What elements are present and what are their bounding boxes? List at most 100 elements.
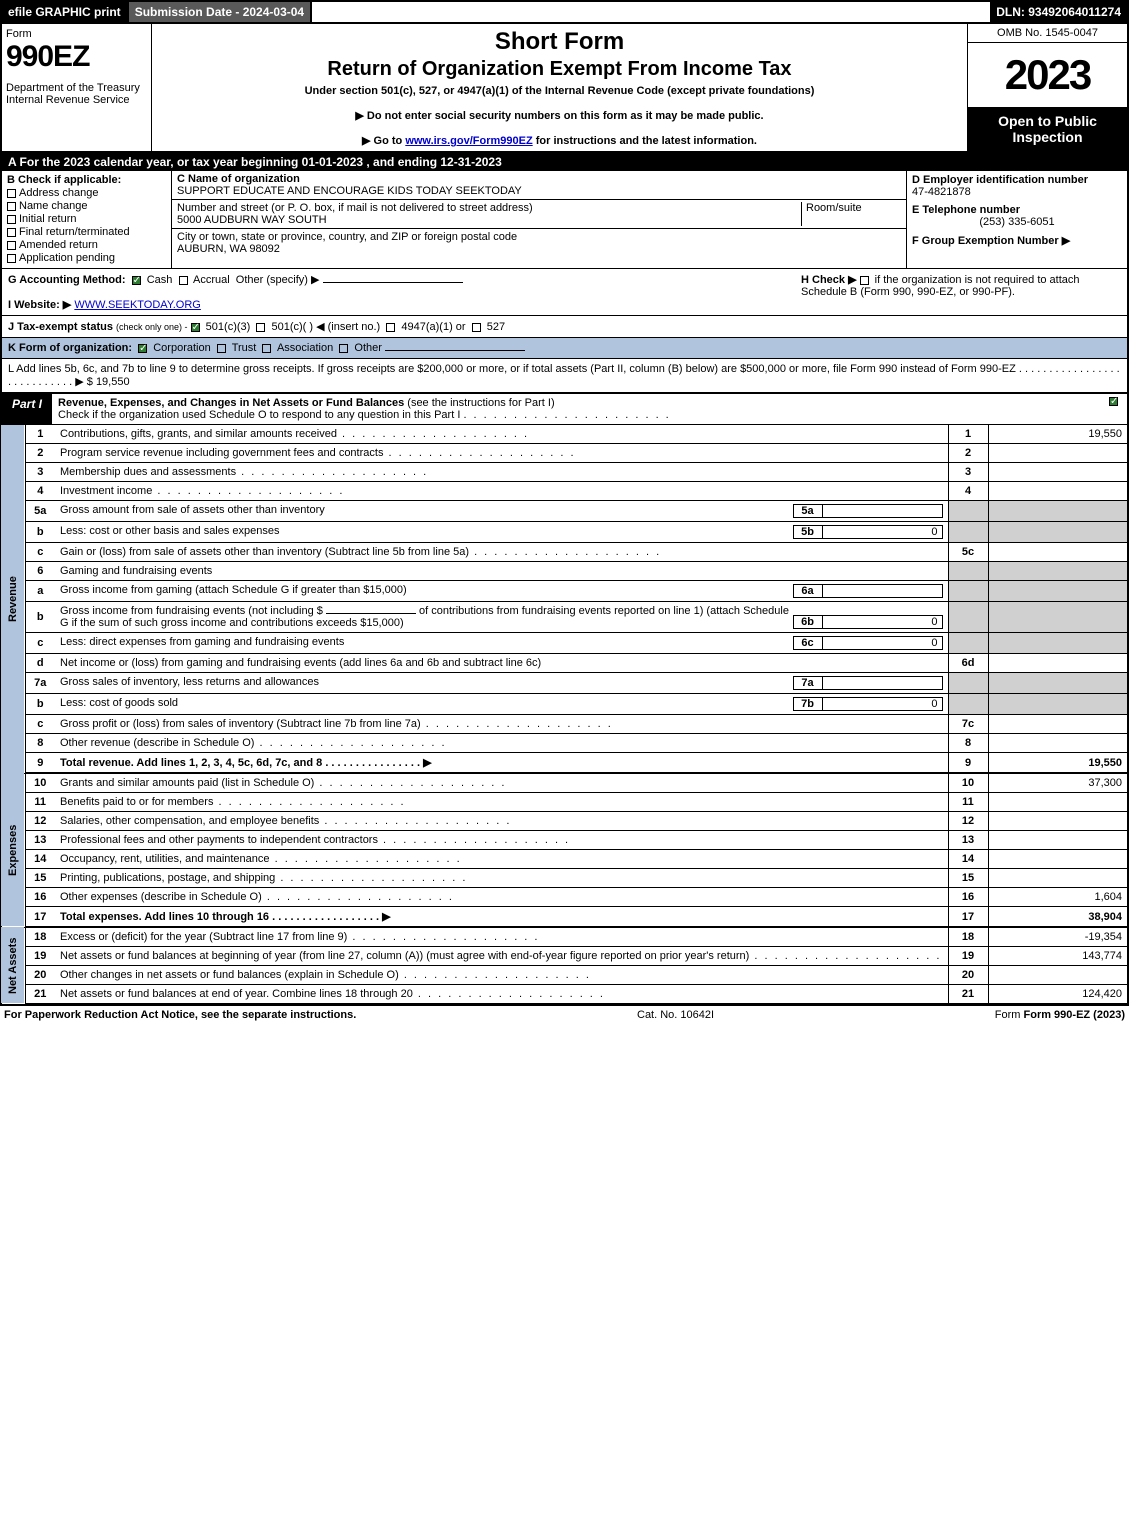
section-a: A For the 2023 calendar year, or tax yea…: [0, 153, 1129, 171]
notice-post: for instructions and the latest informat…: [536, 135, 757, 147]
ein-value: 47-4821878: [912, 186, 1122, 198]
checkbox-icon: [7, 241, 16, 250]
irs-link[interactable]: www.irs.gov/Form990EZ: [405, 135, 532, 147]
table-row: 5a Gross amount from sale of assets othe…: [1, 501, 1128, 522]
part1-header: Part I Revenue, Expenses, and Changes in…: [0, 394, 1129, 425]
section-h: H Check ▶ if the organization is not req…: [801, 273, 1121, 311]
table-row: c Less: direct expenses from gaming and …: [1, 633, 1128, 654]
notice-ssn: ▶ Do not enter social security numbers o…: [158, 109, 961, 122]
row-j: J Tax-exempt status (check only one) - 5…: [0, 316, 1129, 338]
efile-label: efile GRAPHIC print: [2, 2, 127, 22]
cb-final-return[interactable]: Final return/terminated: [7, 226, 166, 238]
cb-cash[interactable]: [132, 276, 141, 285]
city-label: City or town, state or province, country…: [177, 231, 901, 243]
table-row: 4 Investment income 4: [1, 482, 1128, 501]
table-row: Revenue 1 Contributions, gifts, grants, …: [1, 425, 1128, 444]
omb-number: OMB No. 1545-0047: [968, 24, 1127, 43]
table-row: 21 Net assets or fund balances at end of…: [1, 985, 1128, 1005]
street-value: 5000 AUDBURN WAY SOUTH: [177, 214, 327, 226]
table-row: 19 Net assets or fund balances at beginn…: [1, 947, 1128, 966]
amt-19: 143,774: [988, 947, 1128, 966]
other-input[interactable]: [323, 282, 463, 283]
l-amount: 19,550: [96, 376, 130, 388]
header-center: Short Form Return of Organization Exempt…: [152, 24, 967, 151]
table-row: 2 Program service revenue including gove…: [1, 444, 1128, 463]
header-left: Form 990EZ Department of the Treasury In…: [2, 24, 152, 151]
cb-501c3[interactable]: [191, 323, 200, 332]
title-short-form: Short Form: [158, 28, 961, 56]
cb-initial-return[interactable]: Initial return: [7, 213, 166, 225]
table-row: 3 Membership dues and assessments 3: [1, 463, 1128, 482]
top-bar: efile GRAPHIC print Submission Date - 20…: [0, 0, 1129, 24]
table-row: 13 Professional fees and other payments …: [1, 831, 1128, 850]
phone-value: (253) 335-6051: [912, 216, 1122, 228]
header-right: OMB No. 1545-0047 2023 Open to Public In…: [967, 24, 1127, 151]
cb-amended-return[interactable]: Amended return: [7, 239, 166, 251]
row-l: L Add lines 5b, 6c, and 7b to line 9 to …: [0, 359, 1129, 394]
cb-4947[interactable]: [386, 323, 395, 332]
table-row: b Less: cost of goods sold 7b 0: [1, 694, 1128, 715]
table-row: b Less: cost or other basis and sales ex…: [1, 522, 1128, 543]
amt-18: -19,354: [988, 927, 1128, 947]
checkbox-icon: [1109, 397, 1118, 406]
i-label: I Website: ▶: [8, 299, 71, 311]
side-expenses: Expenses: [1, 773, 25, 927]
footer-left: For Paperwork Reduction Act Notice, see …: [4, 1009, 356, 1021]
cb-other[interactable]: [339, 344, 348, 353]
table-row: 17 Total expenses. Add lines 10 through …: [1, 907, 1128, 928]
other-org-input[interactable]: [385, 350, 525, 351]
l-text: L Add lines 5b, 6c, and 7b to line 9 to …: [8, 363, 1120, 388]
checkbox-icon: [7, 254, 16, 263]
footer-right: Form Form 990-EZ (2023): [995, 1009, 1125, 1021]
table-row: b Gross income from fundraising events (…: [1, 602, 1128, 633]
city-row: City or town, state or province, country…: [172, 229, 906, 257]
info-block: B Check if applicable: Address change Na…: [0, 171, 1129, 269]
part1-checkbox[interactable]: [1103, 394, 1127, 424]
table-row: Expenses 10 Grants and similar amounts p…: [1, 773, 1128, 793]
table-row: 7a Gross sales of inventory, less return…: [1, 673, 1128, 694]
amt-21: 124,420: [988, 985, 1128, 1005]
checkbox-icon: [7, 228, 16, 237]
website-link[interactable]: WWW.SEEKTODAY.ORG: [74, 299, 201, 311]
cb-assoc[interactable]: [262, 344, 271, 353]
form-label: Form: [6, 28, 147, 40]
page-footer: For Paperwork Reduction Act Notice, see …: [0, 1005, 1129, 1024]
checkbox-icon: [7, 215, 16, 224]
cb-name-change[interactable]: Name change: [7, 200, 166, 212]
checkbox-icon: [7, 202, 16, 211]
cb-501c[interactable]: [256, 323, 265, 332]
amt-9: 19,550: [988, 753, 1128, 774]
table-row: c Gross profit or (loss) from sales of i…: [1, 715, 1128, 734]
dln-label: DLN: 93492064011274: [990, 2, 1127, 22]
cb-corp[interactable]: [138, 344, 147, 353]
section-b: B Check if applicable: Address change Na…: [2, 171, 172, 268]
cb-address-change[interactable]: Address change: [7, 187, 166, 199]
topbar-spacer: [312, 2, 990, 22]
room-label: Room/suite: [806, 202, 862, 214]
table-row: 16 Other expenses (describe in Schedule …: [1, 888, 1128, 907]
cb-application-pending[interactable]: Application pending: [7, 252, 166, 264]
notice-goto: ▶ Go to www.irs.gov/Form990EZ for instru…: [158, 134, 961, 147]
j-sub: (check only one) -: [116, 322, 188, 332]
k-label: K Form of organization:: [8, 342, 132, 354]
table-row: 11 Benefits paid to or for members 11: [1, 793, 1128, 812]
h-label: H Check ▶: [801, 274, 857, 286]
street-row: Number and street (or P. O. box, if mail…: [172, 200, 906, 229]
table-row: d Net income or (loss) from gaming and f…: [1, 654, 1128, 673]
cb-h[interactable]: [860, 276, 869, 285]
amt-1: 19,550: [988, 425, 1128, 444]
table-row: Net Assets 18 Excess or (deficit) for th…: [1, 927, 1128, 947]
city-value: AUBURN, WA 98092: [177, 243, 280, 255]
row-k: K Form of organization: Corporation Trus…: [0, 338, 1129, 359]
g-label: G Accounting Method:: [8, 274, 126, 286]
cb-527[interactable]: [472, 323, 481, 332]
cb-accrual[interactable]: [179, 276, 188, 285]
footer-center: Cat. No. 10642I: [637, 1009, 714, 1021]
table-row: 14 Occupancy, rent, utilities, and maint…: [1, 850, 1128, 869]
notice-pre: ▶ Go to: [362, 135, 405, 147]
amt-16: 1,604: [988, 888, 1128, 907]
cb-trust[interactable]: [217, 344, 226, 353]
title-return: Return of Organization Exempt From Incom…: [158, 58, 961, 81]
table-row: 6 Gaming and fundraising events: [1, 562, 1128, 581]
table-row: 15 Printing, publications, postage, and …: [1, 869, 1128, 888]
